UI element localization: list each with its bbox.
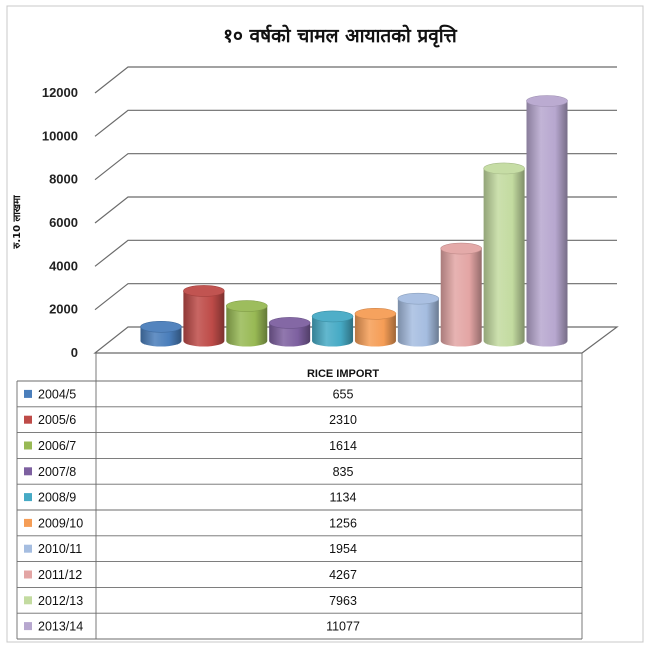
chart-title: १० वर्षको चामल आयातको प्रवृत्ति: [223, 24, 458, 48]
legend-swatch: [24, 415, 32, 424]
table-row: 2012/13 7963: [17, 594, 582, 614]
table-row: 2008/9 1134: [17, 491, 582, 511]
table-row: 2011/12 4267: [17, 568, 582, 588]
legend-label: 2012/13: [38, 594, 83, 608]
legend-label: 2007/8: [38, 465, 76, 479]
bar-body: [354, 313, 396, 347]
y-tick-label: 2000: [49, 302, 78, 317]
bar-top: [483, 162, 525, 175]
bar-body: [526, 100, 568, 347]
bar-top: [225, 300, 268, 312]
legend-swatch: [24, 389, 32, 398]
table-row: 2005/6 2310: [17, 413, 582, 434]
data-label: 1256: [329, 516, 357, 530]
bar: [268, 317, 311, 347]
data-label: 1954: [329, 542, 357, 556]
table-row: 2009/10 1256: [17, 516, 582, 537]
data-table: RICE IMPORT 2004/5 655 2005/6 2310 2006/7 1614…: [16, 353, 583, 640]
gridline: [94, 153, 617, 181]
y-tick-label: 0: [71, 345, 78, 360]
table-row: 2013/14 11077: [17, 620, 582, 640]
bar-body: [183, 290, 225, 347]
bar-top: [397, 292, 440, 305]
bar-body: [226, 306, 268, 347]
data-label: 11077: [326, 620, 360, 634]
bar-top: [311, 310, 354, 323]
legend-label: 2006/7: [38, 439, 76, 453]
chart-border: [6, 5, 644, 643]
bar-body: [269, 322, 311, 347]
y-tick-label: 12000: [42, 85, 78, 100]
legend-swatch: [24, 518, 32, 527]
legend-label: 2013/14: [38, 620, 83, 634]
bar-top: [140, 321, 182, 333]
bar: [397, 292, 440, 347]
bar: [483, 162, 525, 347]
bar: [183, 285, 225, 347]
bar: [526, 95, 568, 347]
gridline: [94, 109, 617, 137]
gridline: [94, 239, 617, 267]
gridlines: [94, 66, 617, 311]
bar: [354, 307, 397, 347]
legend-label: 2005/6: [38, 413, 76, 427]
data-label: 2310: [329, 413, 357, 427]
y-axis-label: रु.10 लाखमा: [12, 195, 23, 250]
gridline: [94, 196, 617, 224]
bar: [140, 321, 182, 347]
table-row: 2010/11 1954: [17, 542, 582, 563]
bar: [225, 300, 268, 347]
legend-swatch: [24, 570, 32, 579]
table-row: 2004/5 655: [17, 387, 582, 408]
bar-body: [483, 168, 525, 347]
bar-body: [440, 248, 482, 347]
bar-top: [183, 285, 225, 297]
legend-label: 2004/5: [38, 387, 76, 401]
data-label: 1134: [330, 491, 357, 505]
legend-swatch: [24, 622, 32, 631]
y-tick-label: 6000: [49, 215, 78, 230]
legend-swatch: [24, 493, 32, 502]
table-header: RICE IMPORT: [307, 368, 379, 380]
legend-swatch: [24, 596, 32, 605]
bar-body: [397, 298, 439, 347]
legend-swatch: [24, 467, 32, 476]
table-row: 2006/7 1614: [17, 439, 582, 459]
data-label: 835: [333, 465, 354, 479]
legend-swatch: [24, 544, 32, 553]
bar-top: [526, 95, 568, 107]
y-axis-ticks: 0 2000 4000 6000 8000 10000 12000: [42, 85, 78, 360]
data-label: 4267: [329, 568, 357, 582]
legend-swatch: [24, 441, 32, 450]
y-tick-label: 8000: [49, 172, 78, 187]
bar: [440, 242, 483, 347]
data-label: 1614: [329, 439, 357, 453]
legend-label: 2008/9: [38, 491, 76, 505]
y-tick-label: 10000: [42, 128, 78, 143]
data-label: 655: [333, 387, 354, 401]
bar-top: [440, 242, 483, 255]
gridline: [94, 66, 617, 94]
bar-body: [312, 316, 354, 347]
bars: [140, 95, 568, 347]
legend-label: 2009/10: [38, 516, 83, 530]
bar-top: [268, 317, 311, 329]
table-row: 2007/8 835: [17, 465, 582, 485]
bar-top: [354, 307, 397, 320]
legend-label: 2010/11: [38, 542, 82, 556]
legend-label: 2011/12: [38, 568, 82, 582]
y-tick-label: 4000: [49, 258, 78, 273]
bar: [311, 310, 354, 347]
data-label: 7963: [329, 594, 357, 608]
